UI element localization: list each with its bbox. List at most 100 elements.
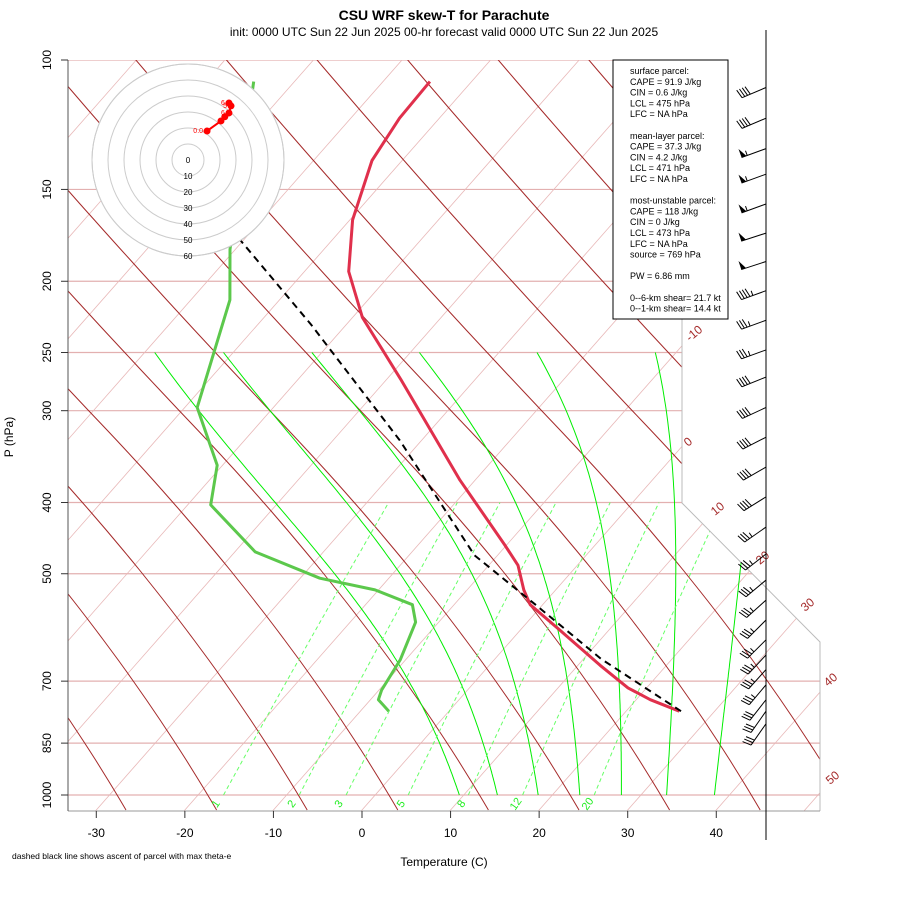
- hodograph: 0 10 20 30 40 50 60 0.0 656: [91, 63, 285, 261]
- mixing-ratio-label: 3: [333, 798, 346, 810]
- y-tick-label: 250: [40, 342, 54, 362]
- barb-full: [737, 503, 745, 512]
- footnote: dashed black line shows ascent of parcel…: [12, 851, 232, 861]
- parameter-line: 0--6-km shear= 21.7 kt: [630, 293, 721, 303]
- isotherm-label: 0: [681, 434, 695, 449]
- wind-barb: [736, 436, 767, 450]
- barb-half: [745, 176, 748, 182]
- chart-subtitle: init: 0000 UTC Sun 22 Jun 2025 00-hr for…: [230, 25, 659, 39]
- moist-adiabat-line: [536, 352, 622, 795]
- hodograph-ring-label: 0: [186, 156, 191, 165]
- barb-full: [739, 440, 746, 448]
- barb-full: [737, 535, 746, 543]
- wind-barb: [736, 375, 767, 388]
- barb-full: [736, 378, 743, 388]
- barb-full: [745, 723, 755, 729]
- barb-full: [742, 681, 751, 688]
- barb-full: [739, 633, 748, 639]
- barb-staff: [750, 710, 767, 733]
- x-tick-label: 10: [444, 826, 458, 840]
- barb-staff: [746, 599, 767, 618]
- barb-full: [742, 500, 750, 508]
- y-tick-label: 400: [40, 492, 54, 512]
- hodograph-point: [203, 127, 211, 135]
- temperature-line: [347, 80, 680, 713]
- wind-barb: [739, 619, 767, 639]
- barb-full: [741, 630, 751, 637]
- barb-pennant: [738, 260, 747, 270]
- barb-full: [743, 586, 751, 594]
- hodograph-ring-label: 40: [184, 220, 193, 229]
- hodograph-ring: [107, 79, 269, 241]
- mixing-ratio-line: [345, 502, 501, 796]
- barb-staff: [741, 376, 767, 388]
- dewpoint-line: [195, 81, 418, 713]
- wind-barb: [736, 407, 767, 419]
- parameter-line: LCL = 475 hPa: [630, 98, 690, 108]
- barb-staff: [749, 699, 767, 721]
- x-tick-label: 40: [710, 826, 724, 840]
- wind-barb: [742, 723, 767, 746]
- parameter-line: PW = 6.86 mm: [630, 271, 690, 281]
- barb-staff: [745, 553, 767, 571]
- barb-half: [750, 694, 756, 699]
- barb-full: [741, 715, 751, 721]
- wind-barb: [738, 260, 767, 271]
- x-tick-label: 30: [621, 826, 635, 840]
- barb-full: [740, 533, 748, 541]
- barb-full: [736, 291, 742, 300]
- dry-adiabat-line: [68, 60, 399, 811]
- wind-barbs: [736, 30, 767, 840]
- wind-barb: [737, 496, 767, 512]
- parameter-line: CIN = 0.6 J/kg: [630, 88, 687, 98]
- barb-full: [744, 437, 752, 446]
- wind-barb: [736, 319, 767, 330]
- barb-staff: [741, 261, 767, 271]
- hodograph-ring: [91, 63, 285, 257]
- barb-staff: [750, 723, 767, 746]
- barb-full: [741, 609, 750, 616]
- parameter-line: LFC = NA hPa: [630, 239, 688, 249]
- mixing-ratio-label: 1: [210, 798, 223, 810]
- mixing-ratio-label: 2: [285, 798, 298, 810]
- barb-full: [739, 377, 746, 386]
- hodograph-ring: [155, 127, 221, 193]
- barb-pennant: [738, 149, 747, 158]
- barb-full: [741, 438, 749, 447]
- axis-labels: 1 2 3 5 8 12 20-30 -20 -10 0 10 20 30 401001502002503…: [40, 50, 842, 840]
- wind-barb: [739, 639, 767, 659]
- barb-full: [739, 502, 747, 510]
- dry-adiabat-line: [217, 60, 820, 811]
- mixing-ratio-line: [223, 502, 390, 796]
- isotherm-label: 50: [823, 768, 842, 788]
- barb-pennant: [738, 204, 747, 213]
- x-tick-label: -10: [265, 826, 283, 840]
- wind-barb: [738, 553, 767, 571]
- barb-half: [749, 586, 754, 592]
- barb-pennant: [738, 232, 747, 242]
- barb-half: [750, 663, 755, 668]
- sounding-profiles: [195, 80, 682, 713]
- wind-barb: [742, 710, 767, 733]
- barb-full: [739, 349, 745, 359]
- hodograph-ring: [123, 95, 253, 225]
- dry-adiabat-line: [68, 60, 218, 811]
- wind-barb: [740, 669, 767, 690]
- barb-staff: [741, 349, 767, 360]
- wind-barb: [741, 699, 767, 721]
- barb-full: [741, 376, 748, 385]
- x-tick-label: 20: [532, 826, 546, 840]
- hodograph-ring: [139, 111, 237, 209]
- parameter-line: LCL = 471 hPa: [630, 163, 690, 173]
- barb-half: [750, 290, 754, 296]
- barb-staff: [742, 436, 767, 450]
- barb-half: [745, 150, 748, 156]
- y-axis-label: P (hPa): [2, 417, 16, 457]
- barb-full: [736, 441, 744, 450]
- barb-staff: [742, 407, 767, 419]
- barb-full: [739, 409, 746, 418]
- barb-full: [744, 288, 751, 297]
- parameter-line: CAPE = 37.3 J/kg: [630, 142, 701, 152]
- barb-full: [742, 469, 750, 478]
- barb-full: [736, 350, 742, 360]
